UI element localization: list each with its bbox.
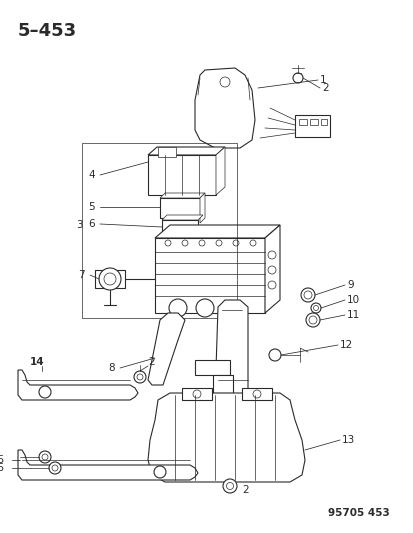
Bar (182, 388, 211, 400)
Polygon shape (195, 68, 254, 148)
Circle shape (192, 390, 201, 398)
Bar (242, 388, 271, 400)
Circle shape (249, 240, 255, 246)
Circle shape (267, 281, 275, 289)
Polygon shape (199, 193, 204, 223)
Circle shape (39, 386, 51, 398)
Circle shape (137, 374, 142, 380)
Circle shape (39, 451, 51, 463)
Polygon shape (18, 450, 197, 480)
Text: 4: 4 (88, 170, 95, 180)
Circle shape (52, 465, 58, 471)
Text: 12: 12 (339, 340, 352, 350)
Text: 9: 9 (346, 280, 353, 290)
Text: 3: 3 (76, 220, 83, 230)
Bar (154, 238, 264, 313)
Circle shape (42, 454, 48, 460)
Circle shape (308, 316, 316, 324)
Polygon shape (147, 313, 185, 385)
Bar (212, 375, 233, 393)
Circle shape (267, 266, 275, 274)
Circle shape (313, 305, 318, 311)
Circle shape (216, 240, 221, 246)
Text: 11: 11 (346, 310, 359, 320)
Text: 13: 13 (341, 435, 354, 445)
Polygon shape (216, 147, 224, 195)
Polygon shape (154, 225, 279, 238)
Polygon shape (159, 193, 204, 198)
Circle shape (219, 77, 230, 87)
Bar (82, 143, 236, 318)
Text: 1: 1 (319, 75, 326, 85)
Polygon shape (214, 300, 247, 408)
Text: 2: 2 (147, 357, 154, 367)
Circle shape (292, 73, 302, 83)
Bar (95, 270, 125, 288)
Text: 8: 8 (108, 363, 114, 373)
Bar (147, 155, 216, 195)
Polygon shape (264, 225, 279, 313)
Polygon shape (147, 393, 304, 482)
Polygon shape (147, 147, 224, 155)
Polygon shape (161, 215, 202, 220)
Circle shape (99, 268, 121, 290)
Circle shape (310, 303, 320, 313)
Text: 95705 453: 95705 453 (328, 508, 389, 518)
Circle shape (226, 482, 233, 489)
Bar (161, 220, 197, 238)
Text: 6: 6 (88, 219, 95, 229)
Bar (320, 119, 326, 125)
Circle shape (104, 273, 116, 285)
Circle shape (134, 371, 146, 383)
Circle shape (300, 288, 314, 302)
Bar (309, 119, 317, 125)
Text: 2: 2 (321, 83, 328, 93)
Circle shape (268, 349, 280, 361)
Circle shape (303, 291, 311, 299)
Circle shape (195, 299, 214, 317)
Text: 2: 2 (242, 485, 248, 495)
Bar (159, 198, 199, 218)
Bar (294, 115, 329, 137)
Text: 15: 15 (0, 455, 5, 465)
Polygon shape (18, 370, 138, 400)
Bar (158, 147, 176, 157)
Circle shape (305, 313, 319, 327)
Circle shape (252, 390, 260, 398)
Circle shape (182, 240, 188, 246)
Text: 14: 14 (30, 357, 45, 367)
Text: 10: 10 (346, 295, 359, 305)
Bar (298, 119, 306, 125)
Circle shape (267, 251, 275, 259)
Bar (195, 360, 230, 375)
Text: 15: 15 (0, 463, 5, 473)
Circle shape (154, 466, 166, 478)
Circle shape (223, 479, 236, 493)
Circle shape (199, 240, 204, 246)
Circle shape (169, 299, 187, 317)
Circle shape (49, 462, 61, 474)
Text: 5–453: 5–453 (18, 22, 77, 40)
Circle shape (233, 240, 238, 246)
Text: 5: 5 (88, 202, 95, 212)
Text: 7: 7 (78, 270, 84, 280)
Circle shape (165, 240, 171, 246)
